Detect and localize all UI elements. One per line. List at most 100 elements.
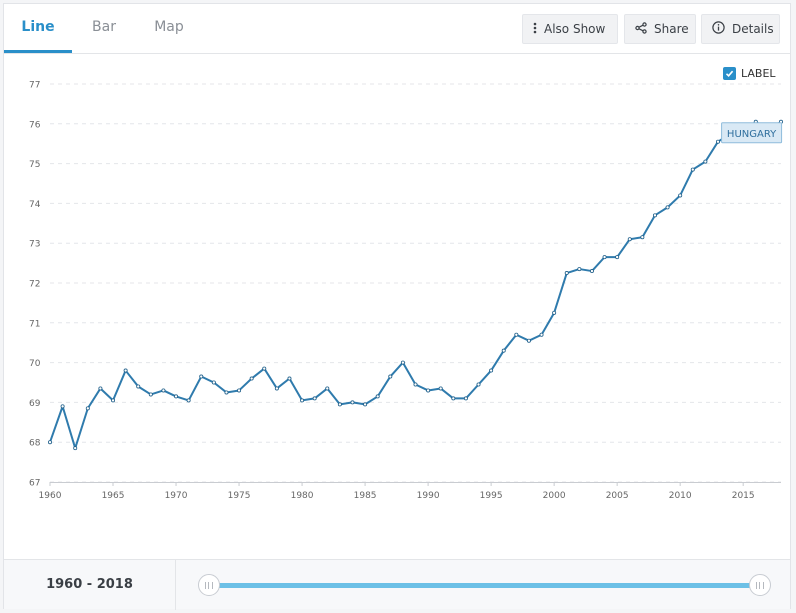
data-point (287, 376, 292, 381)
data-point (526, 338, 531, 343)
grip-icon (205, 581, 213, 589)
x-tick-label: 1985 (354, 491, 377, 501)
share-icon (635, 21, 647, 37)
data-point (363, 402, 368, 407)
data-point (300, 398, 305, 403)
y-tick-label: 77 (29, 81, 40, 91)
data-point (48, 440, 53, 445)
data-point (501, 348, 506, 353)
data-point (111, 398, 116, 403)
data-point (262, 366, 267, 371)
data-point (161, 388, 166, 393)
data-point (148, 392, 153, 397)
data-point (703, 159, 708, 164)
range-start-handle[interactable] (198, 574, 220, 596)
year-range-slider[interactable] (210, 583, 760, 588)
range-start: 1960 (46, 577, 83, 592)
data-point (652, 213, 657, 218)
tab-bar: Line Bar Map Also Show Share Details (4, 4, 790, 54)
data-point (73, 446, 78, 451)
data-point (375, 394, 380, 399)
y-tick-label: 67 (29, 479, 40, 489)
data-point (136, 384, 141, 389)
data-point (489, 368, 494, 373)
tab-line[interactable]: Line (4, 4, 72, 53)
data-point (564, 271, 569, 276)
x-tick-label: 1970 (165, 491, 188, 501)
series-label-box (721, 122, 783, 144)
details-button[interactable]: Details (701, 14, 780, 44)
range-separator: - (82, 577, 97, 592)
x-tick-label: 2005 (606, 491, 629, 501)
y-tick-label: 76 (29, 120, 41, 130)
vertical-dots-icon (533, 22, 537, 37)
x-tick-label: 2010 (669, 491, 692, 501)
x-tick-label: 1975 (228, 491, 251, 501)
series-label: HUNGARY (727, 129, 777, 140)
details-label: Details (732, 22, 774, 36)
data-point (199, 374, 204, 379)
y-tick-label: 73 (29, 240, 40, 250)
year-range-display: 1960 - 2018 (4, 560, 176, 610)
y-tick-label: 69 (29, 399, 41, 409)
x-tick-label: 1990 (417, 491, 440, 501)
y-tick-label: 68 (29, 439, 41, 449)
data-point (602, 255, 607, 260)
x-tick-label: 2015 (732, 491, 755, 501)
label-toggle-text: LABEL (741, 67, 776, 80)
data-point (539, 332, 544, 337)
data-point (123, 368, 128, 373)
grip-icon (756, 581, 764, 589)
data-point (274, 386, 279, 391)
data-point (98, 386, 103, 391)
data-point (224, 390, 229, 395)
data-point (438, 386, 443, 391)
share-button[interactable]: Share (624, 14, 696, 44)
line-chart: 67 68 69 70 71 72 73 74 75 76 77 1960 1965 1970 1975 19… (29, 81, 784, 501)
x-tick-label: 1995 (480, 491, 503, 501)
y-tick-label: 71 (29, 319, 40, 329)
data-point (186, 398, 191, 403)
y-tick-label: 70 (29, 359, 41, 369)
series-line (49, 120, 782, 450)
y-tick-label: 74 (29, 200, 41, 210)
data-point (211, 380, 216, 385)
data-point (589, 269, 594, 274)
x-tick-label: 1965 (102, 491, 125, 501)
data-point (237, 388, 242, 393)
x-tick-label: 1980 (291, 491, 314, 501)
data-point (249, 376, 254, 381)
y-tick-label: 72 (29, 280, 40, 290)
also-show-button[interactable]: Also Show (522, 14, 618, 44)
data-point (463, 396, 468, 401)
data-point (413, 382, 418, 387)
year-range-footer: 1960 - 2018 (4, 559, 790, 610)
label-toggle[interactable]: LABEL (723, 67, 776, 80)
data-point (325, 386, 330, 391)
data-point (514, 332, 519, 337)
also-show-label: Also Show (544, 22, 606, 36)
label-checkbox[interactable] (723, 67, 736, 80)
range-end: 2018 (96, 577, 133, 592)
tab-bar-chart[interactable]: Bar (92, 19, 116, 35)
data-point (577, 267, 582, 272)
data-point (337, 402, 342, 407)
y-tick-label: 75 (29, 160, 40, 170)
x-tick-label: 2000 (543, 491, 566, 501)
tab-map[interactable]: Map (154, 19, 184, 35)
range-end-handle[interactable] (749, 574, 771, 596)
data-point (426, 388, 431, 393)
data-point (627, 237, 632, 242)
share-label: Share (654, 22, 689, 36)
x-tick-label: 1960 (39, 491, 62, 501)
info-icon (712, 21, 725, 37)
data-point (400, 360, 405, 365)
data-point (85, 406, 90, 411)
data-point (640, 235, 645, 240)
data-point (476, 382, 481, 387)
data-point (451, 396, 456, 401)
data-point (715, 139, 720, 144)
data-point (690, 167, 695, 172)
data-point (174, 394, 179, 399)
data-point (665, 205, 670, 210)
